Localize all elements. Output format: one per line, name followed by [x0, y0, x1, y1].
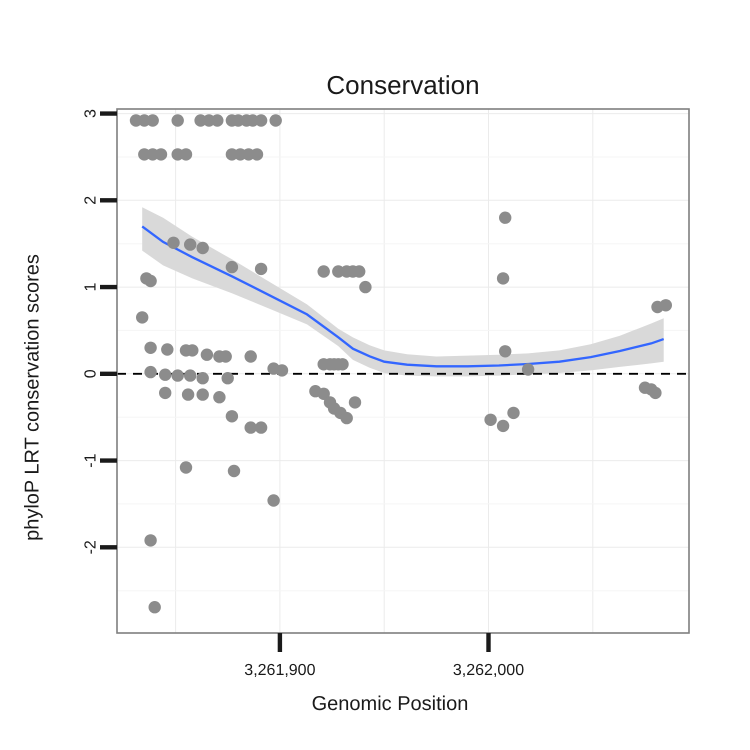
svg-text:-1: -1: [83, 453, 100, 467]
svg-text:1: 1: [83, 283, 100, 292]
svg-text:-2: -2: [83, 540, 100, 554]
svg-text:2: 2: [83, 196, 100, 205]
svg-text:0: 0: [83, 369, 100, 378]
svg-text:3: 3: [83, 109, 100, 118]
